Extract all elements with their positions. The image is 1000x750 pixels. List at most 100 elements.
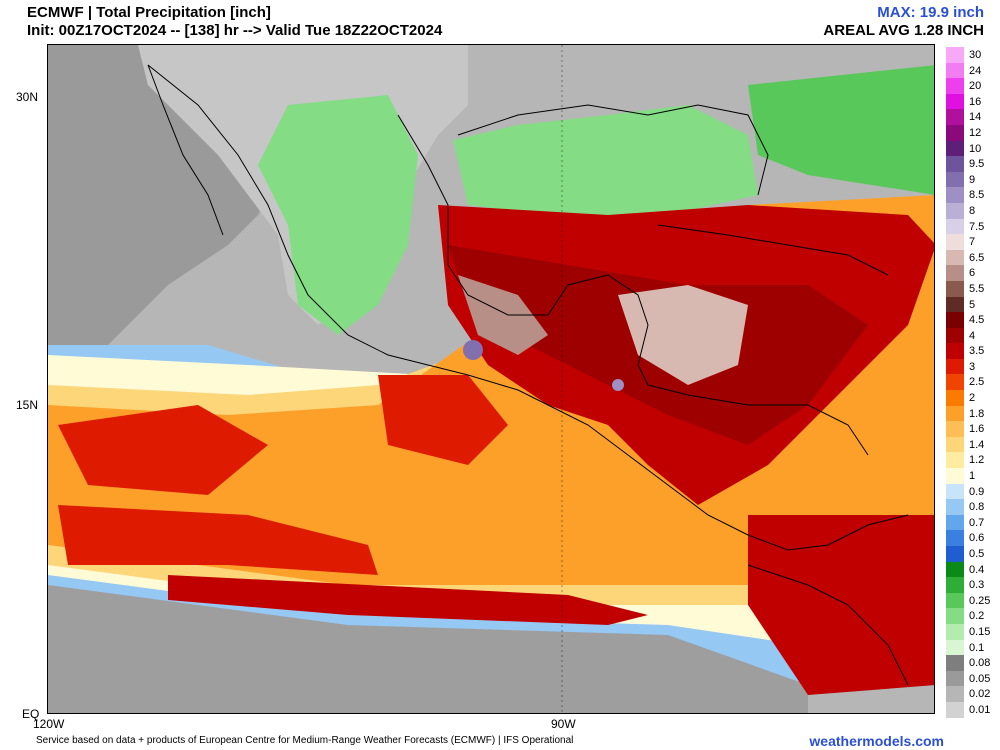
legend-entry: 0.15 xyxy=(946,623,1000,640)
legend-label: 5 xyxy=(969,298,976,311)
lat-label-30n: 30N xyxy=(16,90,39,104)
legend-swatch xyxy=(946,124,964,141)
legend-entry: 0.01 xyxy=(946,701,1000,718)
legend-swatch xyxy=(946,468,964,484)
legend-swatch xyxy=(946,296,964,313)
legend-entry: 6.5 xyxy=(946,249,1000,266)
legend-entry: 20 xyxy=(946,78,1000,94)
legend-entry: 0.6 xyxy=(946,530,1000,546)
legend-entry: 0.9 xyxy=(946,483,1000,500)
legend-swatch xyxy=(946,405,964,422)
legend-swatch xyxy=(946,452,964,469)
legend-swatch xyxy=(946,577,964,593)
lat-label-eq: EQ xyxy=(22,707,40,721)
pacific-coastline xyxy=(147,64,909,551)
legend-swatch xyxy=(946,109,964,125)
legend-entry: 1.8 xyxy=(946,405,1000,422)
legend-swatch xyxy=(946,436,964,453)
legend-entry: 4.5 xyxy=(946,312,1000,328)
legend-swatch xyxy=(946,701,964,718)
legend-entry: 3.5 xyxy=(946,343,1000,359)
legend-label: 20 xyxy=(969,80,982,93)
precip-purple-spot-2 xyxy=(612,379,624,391)
legend-label: 30 xyxy=(969,49,982,61)
cuba-coastline xyxy=(657,224,889,276)
legend-swatch xyxy=(946,561,964,578)
data-credit: Service based on data + products of Euro… xyxy=(36,735,574,746)
legend-label: 0.5 xyxy=(969,548,985,560)
legend-label: 0.01 xyxy=(969,703,991,716)
legend-label: 9.5 xyxy=(969,158,985,171)
map-canvas xyxy=(48,45,934,713)
legend-entry: 7 xyxy=(946,234,1000,250)
legend-label: 1.8 xyxy=(969,407,985,420)
legend-entry: 0.7 xyxy=(946,514,1000,531)
legend-entry: 1.4 xyxy=(946,436,1000,453)
legend-label: 1 xyxy=(969,470,976,483)
legend-swatch xyxy=(946,62,964,79)
legend-entry: 14 xyxy=(946,109,1000,125)
baja-coastline xyxy=(147,64,224,236)
legend-label: 6 xyxy=(969,267,976,280)
legend-label: 1.4 xyxy=(969,438,985,451)
legend-swatch xyxy=(946,655,964,671)
legend-label: 0.6 xyxy=(969,532,985,545)
lat-label-15n: 15N xyxy=(16,398,39,412)
legend-label: 0.8 xyxy=(969,501,985,514)
init-valid-line: Init: 00Z17OCT2024 -- [138] hr --> Valid… xyxy=(27,22,443,39)
legend-swatch xyxy=(946,156,964,172)
legend-label: 24 xyxy=(969,64,982,77)
legend-swatch xyxy=(946,421,964,437)
legend-swatch xyxy=(946,187,964,203)
legend-entry: 0.08 xyxy=(946,655,1000,671)
legend-label: 4.5 xyxy=(969,314,985,327)
legend-label: 9 xyxy=(969,173,976,186)
legend-entry: 5.5 xyxy=(946,280,1000,297)
legend-entry: 8.5 xyxy=(946,187,1000,203)
legend-label: 5.5 xyxy=(969,282,985,295)
legend-swatch xyxy=(946,483,964,500)
legend-label: 16 xyxy=(969,95,982,108)
max-value: MAX: 19.9 inch xyxy=(877,4,984,21)
legend-label: 10 xyxy=(969,142,982,155)
precip-red-itcz xyxy=(58,505,378,575)
legend-label: 7.5 xyxy=(969,220,985,233)
legend-entry: 0.2 xyxy=(946,608,1000,624)
legend-entry: 0.3 xyxy=(946,577,1000,593)
legend-swatch xyxy=(946,686,964,702)
legend-entry: 0.25 xyxy=(946,592,1000,609)
legend-entry: 24 xyxy=(946,62,1000,79)
legend-label: 1.6 xyxy=(969,423,985,436)
legend-swatch xyxy=(946,265,964,281)
legend-label: 3.5 xyxy=(969,345,985,358)
legend-entry: 3 xyxy=(946,358,1000,375)
areal-average: AREAL AVG 1.28 INCH xyxy=(823,22,984,39)
legend-swatch xyxy=(946,514,964,531)
legend-label: 8.5 xyxy=(969,189,985,202)
legend-swatch xyxy=(946,171,964,188)
legend-entry: 0.02 xyxy=(946,686,1000,702)
legend-swatch xyxy=(946,312,964,328)
precip-red-offshore xyxy=(378,375,508,465)
legend-swatch xyxy=(946,218,964,235)
legend-swatch xyxy=(946,47,964,63)
legend-entry: 0.05 xyxy=(946,670,1000,687)
legend-label: 2 xyxy=(969,392,976,405)
colombia-coastline xyxy=(747,564,909,686)
legend-entry: 2 xyxy=(946,390,1000,406)
legend-label: 0.7 xyxy=(969,516,985,529)
legend-label: 4 xyxy=(969,329,976,342)
lon-label-90w: 90W xyxy=(551,717,576,731)
legend-label: 7 xyxy=(969,236,976,249)
legend-entry: 0.8 xyxy=(946,499,1000,515)
legend-entry: 2.5 xyxy=(946,374,1000,391)
precip-brown-belize xyxy=(618,285,748,385)
legend-swatch xyxy=(946,608,964,624)
legend-swatch xyxy=(946,93,964,110)
legend-entry: 16 xyxy=(946,93,1000,110)
precipitation-map xyxy=(47,44,935,714)
precip-red-pacific-west xyxy=(58,405,268,495)
legend-entry: 7.5 xyxy=(946,218,1000,235)
legend-entry: 9 xyxy=(946,171,1000,188)
legend-entry: 4 xyxy=(946,327,1000,344)
